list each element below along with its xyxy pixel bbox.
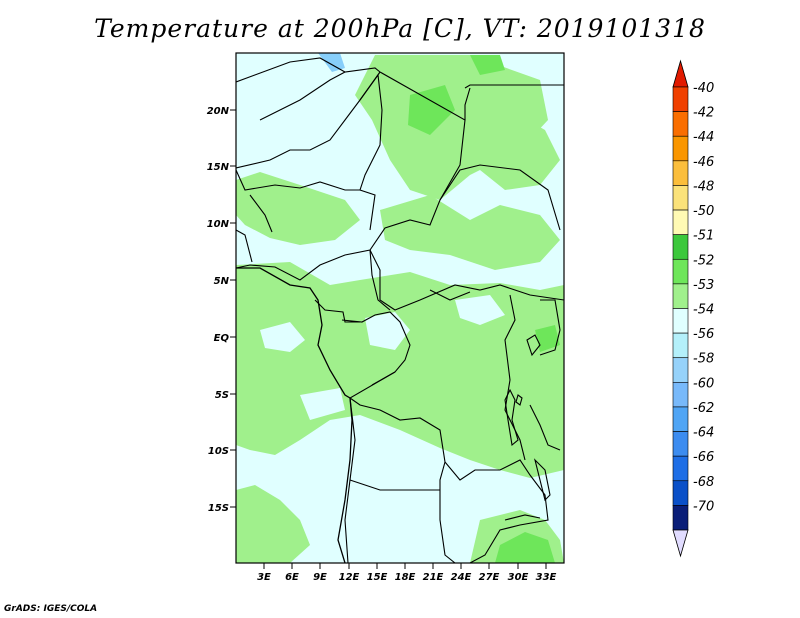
colorbar-swatch — [672, 455, 689, 482]
temperature-field — [236, 53, 564, 563]
warmer-patch-north-1 — [408, 85, 455, 135]
warm-region-north — [355, 55, 548, 200]
colorbar-swatch — [672, 185, 689, 211]
colorbar-swatch — [672, 86, 689, 112]
colorbar-level-label: -58 — [693, 352, 714, 367]
colorbar-level-label: -40 — [693, 81, 714, 96]
water-body-north — [318, 53, 345, 72]
colorbar-level-label: -44 — [693, 130, 714, 145]
longitude-axis: 3E 6E 9E 12E 15E 18E 21E 24E 27E 30E 33E — [257, 563, 557, 583]
colorbar-swatch — [672, 480, 689, 506]
colorbar-swatch — [672, 283, 689, 309]
lon-tick-label: 12E — [339, 572, 360, 583]
country-borders — [236, 57, 564, 563]
colorbar-level-label: -54 — [693, 303, 714, 318]
warm-region-sahel-west — [236, 172, 360, 245]
colorbar-level-label: -51 — [693, 229, 714, 244]
lon-tick-label: 15E — [367, 572, 388, 583]
colorbar-level-label: -64 — [693, 426, 714, 441]
colorbar-swatch — [672, 258, 689, 285]
colorbar-swatch — [672, 406, 689, 432]
great-lakes — [504, 334, 551, 502]
colorbar-swatch — [672, 505, 689, 531]
lon-tick-label: 33E — [536, 572, 557, 583]
cool-hole-3 — [300, 388, 345, 420]
lon-tick-label: 21E — [423, 572, 444, 583]
colorbar-swatch — [672, 160, 689, 186]
lon-tick-label: 9E — [313, 572, 327, 583]
colorbar-level-label: -42 — [693, 106, 714, 121]
colorbar-level-label: -60 — [693, 376, 714, 391]
lat-tick-label: 10N — [207, 219, 230, 230]
warmer-patch-north-2 — [470, 55, 505, 75]
lon-tick-label: 24E — [451, 572, 472, 583]
lat-tick-label: 10S — [208, 446, 229, 457]
lon-tick-label: 27E — [479, 572, 500, 583]
lon-tick-label: 6E — [285, 572, 299, 583]
colorbar-level-label: -53 — [693, 278, 714, 293]
colorbar-swatch — [672, 234, 689, 260]
warmer-patch-southeast — [495, 532, 555, 563]
colorbar-level-label: -52 — [693, 253, 714, 268]
cool-hole-4 — [455, 295, 505, 325]
colorbar-swatch — [672, 332, 689, 359]
lat-tick-label: 15N — [207, 162, 230, 173]
colorbar-bottom-arrow — [672, 529, 689, 558]
colorbar-level-label: -62 — [693, 401, 714, 416]
colorbar-level-label: -68 — [693, 475, 714, 490]
colorbar-swatch — [672, 382, 689, 408]
lat-tick-label: 5N — [214, 276, 230, 287]
colorbar-swatch — [672, 431, 689, 457]
lat-tick-label: EQ — [214, 333, 230, 344]
colorbar-swatch — [672, 209, 689, 235]
map-frame — [235, 52, 565, 564]
warmer-patch-east-lakes — [535, 325, 560, 352]
colorbar-level-label: -50 — [693, 204, 714, 219]
colorbar-level-label: -46 — [693, 155, 714, 170]
lat-tick-label: 5S — [215, 390, 229, 401]
colorbar: -40 -42 -44 -46 -48 -50 -51 -52 -53 -54 -56 -58 -60 -… — [672, 59, 714, 558]
lon-tick-label: 30E — [508, 572, 529, 583]
warm-region-east-north — [470, 110, 560, 190]
lat-tick-label: 15S — [208, 503, 229, 514]
colorbar-level-label: -56 — [693, 327, 714, 342]
colorbar-top-arrow — [672, 59, 689, 88]
lat-tick-label: 20N — [207, 106, 230, 117]
warm-region-south-west — [236, 485, 310, 563]
colorbar-swatch — [672, 135, 689, 162]
colorbar-level-label: -70 — [693, 499, 714, 514]
map-title: Temperature at 200hPa [C], VT: 201910131… — [94, 14, 706, 43]
colorbar-level-label: -66 — [693, 450, 714, 465]
lon-tick-label: 3E — [257, 572, 271, 583]
lon-tick-label: 18E — [395, 572, 416, 583]
coastline — [236, 267, 353, 563]
colorbar-swatch — [672, 308, 689, 334]
latitude-axis: 20N 15N 10N 5N EQ 5S 10S 15S — [207, 106, 236, 514]
grads-credit: GrADS: IGES/COLA — [4, 604, 98, 614]
colorbar-swatch — [672, 357, 689, 383]
colorbar-swatch — [672, 111, 689, 137]
colorbar-level-label: -48 — [693, 179, 714, 194]
cool-holes-group — [260, 295, 505, 420]
warmer-region-group — [408, 55, 560, 563]
cool-hole-1 — [260, 322, 305, 352]
warm-region-sahel-central — [380, 195, 560, 270]
